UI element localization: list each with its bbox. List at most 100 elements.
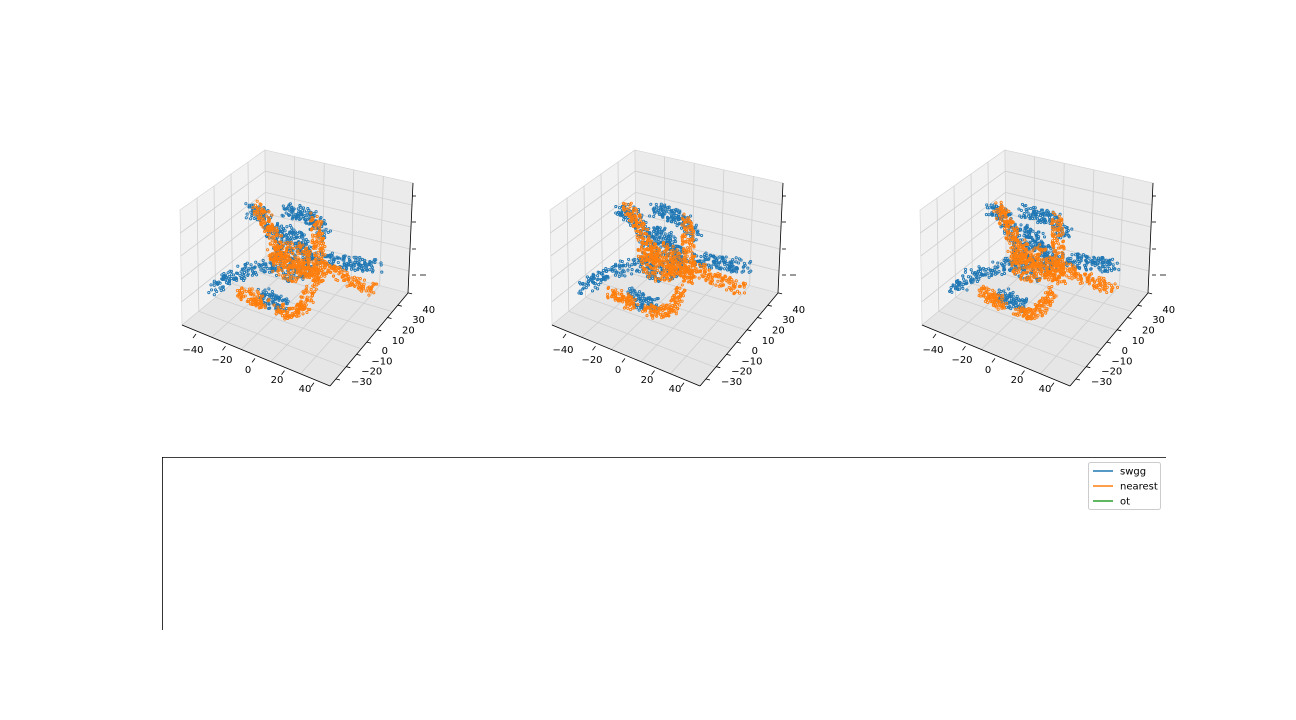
point [267, 210, 271, 214]
point [646, 238, 650, 242]
point [295, 215, 299, 219]
point [595, 278, 599, 282]
point [624, 202, 628, 206]
point [279, 252, 283, 256]
point [694, 238, 698, 242]
point [624, 264, 628, 268]
point [212, 279, 216, 283]
point [273, 268, 277, 272]
point [274, 229, 278, 233]
point [250, 213, 254, 217]
point [674, 258, 678, 262]
series-cloud-2 [606, 201, 748, 320]
point [336, 278, 340, 282]
point [299, 258, 303, 262]
point [1103, 267, 1107, 271]
point [684, 270, 688, 274]
point [1000, 212, 1004, 216]
point [670, 263, 674, 268]
point [1005, 232, 1009, 236]
point [627, 296, 631, 301]
point [642, 267, 646, 271]
point [1009, 300, 1013, 304]
point [630, 220, 634, 224]
point [653, 242, 658, 247]
point [288, 265, 292, 269]
point [1067, 258, 1071, 262]
point [695, 267, 699, 271]
point [1051, 217, 1055, 221]
point [1060, 221, 1064, 225]
point [658, 235, 662, 239]
point [1037, 230, 1041, 234]
point [272, 251, 276, 255]
point [603, 276, 607, 280]
point [692, 245, 696, 249]
point [742, 291, 747, 295]
point [690, 226, 694, 230]
point [661, 241, 665, 246]
point [1009, 266, 1013, 270]
point [964, 279, 968, 283]
point [975, 272, 979, 276]
point [661, 303, 665, 307]
point [641, 306, 645, 310]
y-tick [1106, 341, 1111, 344]
point [618, 206, 622, 210]
point [309, 268, 313, 272]
point [346, 262, 350, 267]
point [644, 253, 648, 257]
y-tick-label: 0 [1122, 346, 1128, 357]
point [332, 259, 336, 264]
point [271, 300, 275, 305]
point [615, 270, 619, 274]
point [285, 311, 289, 315]
point [673, 268, 677, 272]
point [953, 287, 958, 291]
point [284, 257, 288, 261]
y-tick-label: 40 [422, 305, 435, 316]
grid-line [585, 297, 732, 350]
point [1010, 235, 1014, 239]
point [1017, 207, 1021, 211]
point [294, 233, 298, 237]
point [261, 225, 265, 229]
grid-line [180, 213, 266, 280]
point [671, 217, 675, 222]
point [632, 261, 637, 265]
point [319, 222, 323, 226]
point [990, 272, 994, 276]
point [646, 228, 650, 232]
point [301, 234, 305, 238]
point [992, 203, 996, 207]
point [259, 203, 263, 207]
point [729, 260, 734, 264]
point [674, 291, 678, 295]
point [1057, 226, 1061, 230]
point [246, 299, 251, 304]
point [1081, 253, 1085, 257]
point [607, 268, 611, 272]
point [372, 258, 376, 262]
point [732, 292, 736, 296]
point [284, 211, 288, 215]
point [659, 231, 664, 235]
point [583, 282, 587, 286]
point [1009, 238, 1013, 242]
point [652, 210, 656, 214]
point [734, 279, 738, 283]
point [1023, 238, 1027, 242]
point [705, 254, 709, 258]
point [260, 209, 264, 213]
point [1100, 258, 1104, 262]
y-tick-label: 30 [1152, 315, 1165, 326]
point [280, 224, 284, 228]
point [372, 291, 376, 295]
point [737, 291, 742, 295]
point [276, 305, 280, 309]
point [630, 268, 634, 272]
point [633, 258, 637, 262]
point [310, 227, 314, 231]
point [281, 271, 286, 275]
